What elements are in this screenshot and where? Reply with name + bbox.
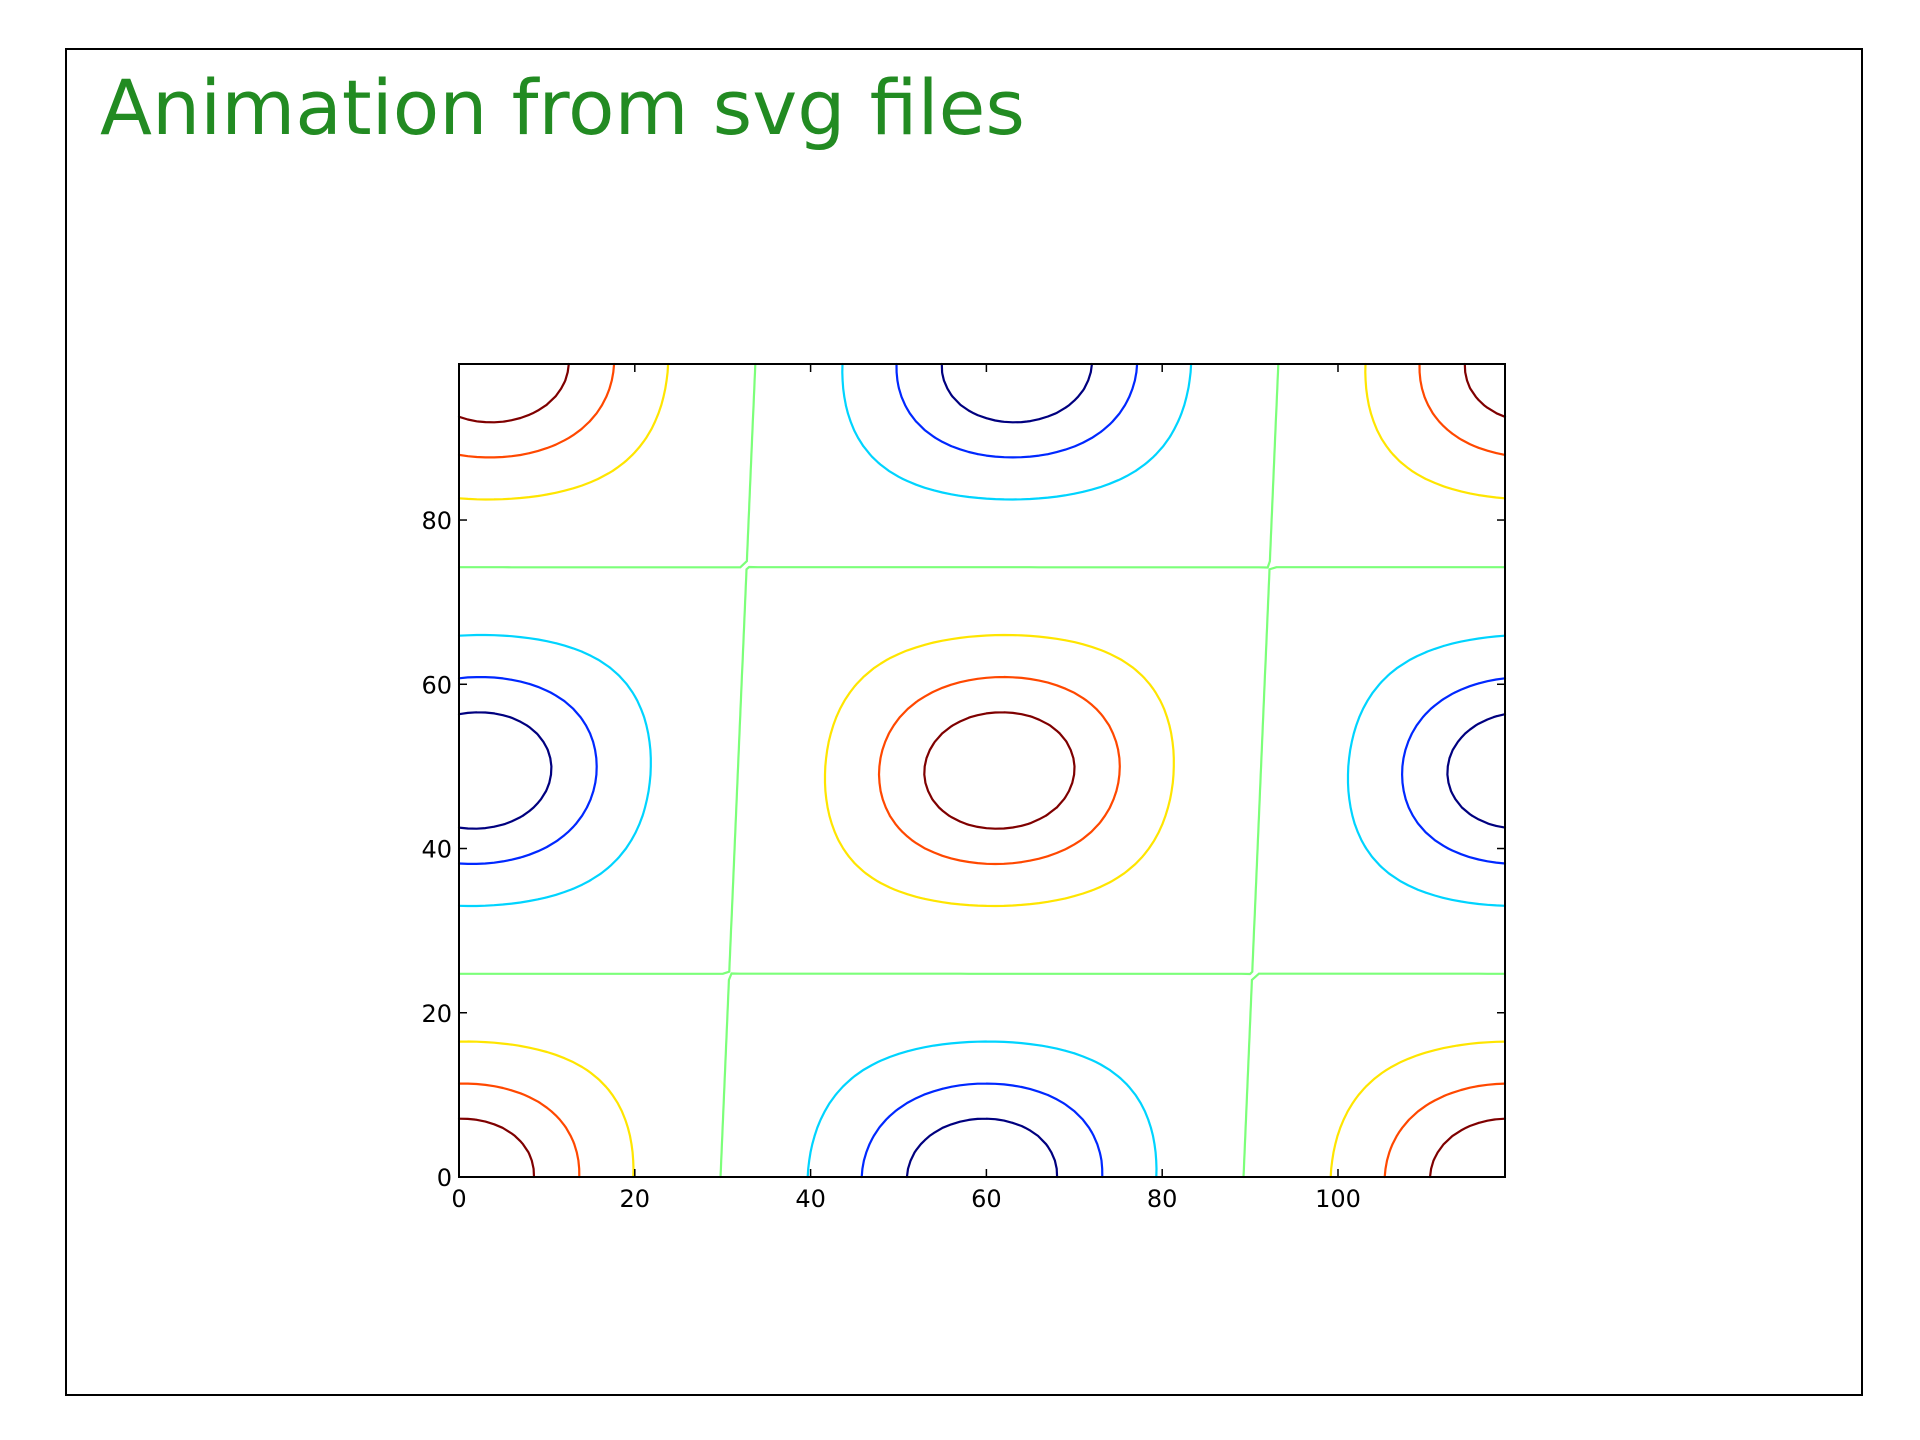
y-tick-label: 0 [437, 1164, 452, 1192]
contour-level-6 [457, 362, 1507, 1179]
contour-level-5 [457, 362, 1507, 1179]
y-tick-label: 20 [421, 1000, 452, 1028]
x-tick-label: 0 [451, 1185, 466, 1213]
y-tick-label: 40 [421, 836, 452, 864]
slide-frame: Animation from svg files [65, 48, 1863, 1396]
x-tick-label: 60 [971, 1185, 1002, 1213]
contour-level-0 [457, 362, 1507, 1179]
slide-title: Animation from svg files [100, 63, 1025, 152]
axis-ticks [458, 364, 1505, 1178]
y-tick-label: 80 [421, 507, 452, 535]
y-tick-label: 60 [421, 671, 452, 699]
contour-level-2 [457, 362, 1507, 1179]
y-axis-tick-labels: 0 20 40 60 80 [421, 507, 452, 1192]
contour-level-3 [457, 362, 1507, 1179]
contour-lines [457, 362, 1507, 1179]
contour-level-1 [457, 362, 1507, 1179]
plot-frame [458, 363, 1506, 1178]
x-tick-label: 100 [1315, 1185, 1361, 1213]
x-axis-tick-labels: 0 20 40 60 80 100 [451, 1185, 1361, 1213]
x-tick-label: 20 [620, 1185, 651, 1213]
contour-level-4 [457, 362, 1507, 1179]
x-tick-label: 80 [1147, 1185, 1178, 1213]
x-tick-label: 40 [795, 1185, 826, 1213]
